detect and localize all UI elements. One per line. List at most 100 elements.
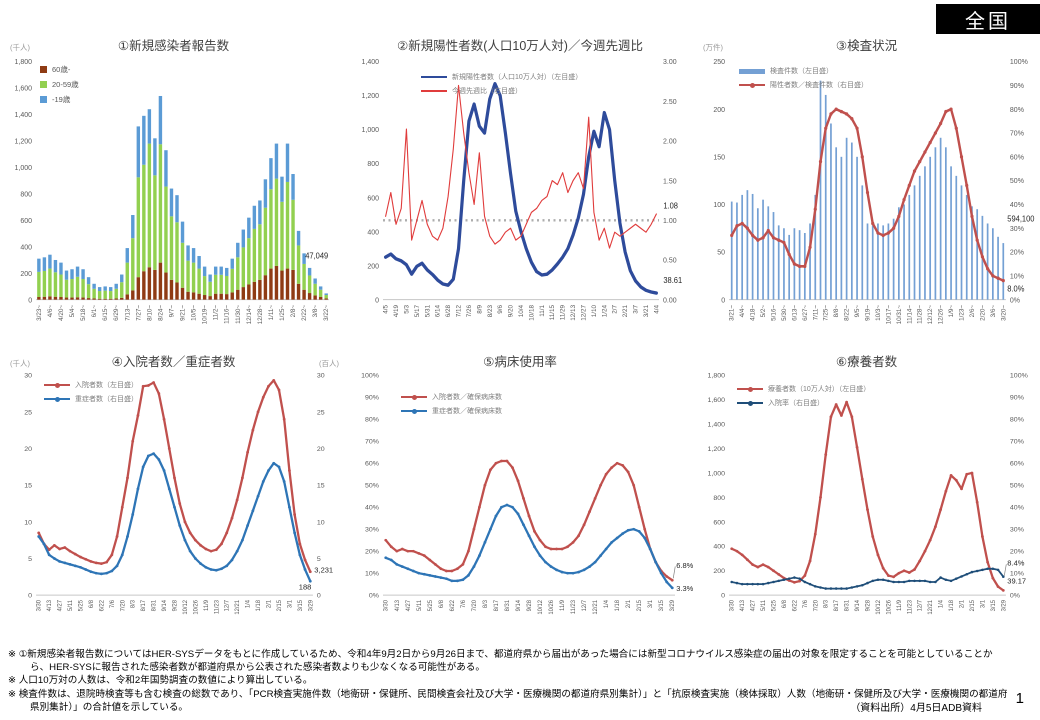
svg-text:7/12: 7/12	[456, 304, 463, 317]
svg-text:5/25: 5/25	[78, 599, 84, 611]
source-note: （資料出所）4月5日ADB資料	[850, 703, 982, 714]
chart-patients-under-care: ⑥療養者数 療養者数（10万人対）（左目盛） 入院率（右目盛） 0 200 400 60…	[693, 346, 1040, 638]
svg-text:60%: 60%	[365, 461, 379, 468]
svg-text:90%: 90%	[1010, 81, 1025, 90]
legend-swatch	[421, 76, 447, 78]
svg-text:10/12: 10/12	[183, 600, 189, 615]
svg-text:7/6: 7/6	[110, 599, 116, 608]
svg-text:594,100: 594,100	[1007, 214, 1034, 223]
axis-unit-right: (百人)	[319, 359, 339, 368]
legend-swatch	[44, 382, 70, 388]
legend-swatch	[401, 408, 427, 414]
svg-text:1,800: 1,800	[708, 373, 726, 380]
legend-item: 検査件数（左目盛）	[739, 66, 868, 76]
svg-text:15: 15	[317, 483, 325, 490]
svg-text:8/17: 8/17	[834, 600, 840, 611]
svg-text:1,000: 1,000	[362, 126, 379, 134]
chart-hospitalized-severe: ④入院者数／重症者数 (千人) (百人) 入院者数（左目盛） 重症者数（右目盛） …	[0, 346, 347, 638]
svg-text:12/7: 12/7	[225, 600, 231, 611]
svg-text:1/4: 1/4	[604, 599, 610, 608]
svg-text:7/20: 7/20	[120, 599, 126, 611]
svg-text:80%: 80%	[365, 417, 379, 424]
svg-text:6/22: 6/22	[99, 600, 105, 611]
chart-title: ④入院者数／重症者数	[111, 355, 236, 369]
svg-text:8/10~: 8/10~	[147, 305, 154, 321]
svg-text:8/31: 8/31	[505, 600, 511, 611]
svg-text:600: 600	[713, 519, 725, 526]
svg-text:12/21: 12/21	[593, 600, 599, 615]
svg-text:20%: 20%	[365, 549, 379, 556]
svg-text:0: 0	[28, 593, 32, 600]
svg-text:12/7: 12/7	[918, 600, 924, 611]
svg-text:3/6~: 3/6~	[990, 305, 997, 318]
svg-text:1.08: 1.08	[663, 201, 678, 210]
svg-text:1/10: 1/10	[591, 304, 598, 317]
svg-text:5/4~: 5/4~	[69, 305, 76, 318]
svg-text:20%: 20%	[1010, 248, 1025, 257]
svg-text:30: 30	[24, 373, 32, 380]
footnote-3: ※ 検査件数は、退院時検査等も含む検査の総数であり、「PCR検査実施件数（地衛研…	[8, 688, 1008, 713]
svg-text:90%: 90%	[1010, 395, 1024, 402]
svg-text:1/4: 1/4	[939, 599, 945, 608]
legend-item: 20-59歳	[40, 79, 79, 90]
legend-item: 入院者数／確保病床数	[401, 392, 502, 402]
chart-canvas: 0 5 10 15 20 25 30 0 5 10 15 20 25 30 3/30 4/13 4/27 5/11…	[24, 373, 333, 615]
legend-label: -19歳	[52, 95, 71, 104]
svg-text:2/6~: 2/6~	[969, 305, 976, 318]
legend-swatch	[737, 400, 763, 406]
svg-text:3/7: 3/7	[633, 304, 640, 313]
svg-text:4/13: 4/13	[395, 599, 401, 611]
svg-text:2/22~: 2/22~	[301, 305, 308, 321]
legend-item: -19歳	[40, 94, 79, 105]
svg-text:3/1: 3/1	[980, 600, 986, 608]
svg-text:5: 5	[317, 556, 321, 563]
svg-text:20%: 20%	[1010, 549, 1024, 556]
svg-text:8/3: 8/3	[483, 599, 489, 608]
svg-text:5/2~: 5/2~	[760, 305, 767, 318]
svg-text:40%: 40%	[1010, 200, 1025, 209]
svg-text:25: 25	[24, 409, 32, 416]
svg-text:8/9: 8/9	[476, 304, 483, 313]
svg-text:1/24: 1/24	[601, 304, 608, 317]
svg-text:1,400: 1,400	[362, 58, 379, 66]
svg-text:10: 10	[24, 519, 32, 526]
svg-text:11/30~: 11/30~	[235, 305, 242, 324]
svg-text:8/23: 8/23	[487, 304, 494, 317]
legend-item: 今週先週比（右目盛）	[421, 86, 582, 96]
svg-text:3/20~: 3/20~	[1000, 305, 1007, 321]
svg-text:5/30~: 5/30~	[781, 305, 788, 321]
svg-text:1,200: 1,200	[362, 92, 379, 100]
svg-text:3/15: 3/15	[659, 599, 665, 611]
svg-text:8/22~: 8/22~	[844, 305, 851, 321]
svg-text:4/4: 4/4	[654, 304, 661, 313]
svg-text:800: 800	[713, 495, 725, 502]
svg-text:9/21~: 9/21~	[180, 305, 187, 321]
footnotes: ※ ①新規感染者報告数についてはHER-SYSデータをもとに作成しているため、令…	[8, 649, 1008, 715]
page-number: 1	[1015, 690, 1024, 707]
chart-new-positives-per-100k: ②新規陽性者数(人口10万人対)／今週先週比 新規陽性者数（人口10万人対）（左…	[347, 30, 693, 346]
svg-text:0: 0	[721, 593, 725, 600]
svg-text:5/25: 5/25	[771, 599, 777, 611]
svg-text:6/8: 6/8	[782, 599, 788, 608]
svg-text:6/27~: 6/27~	[802, 305, 809, 321]
chart-title: ②新規陽性者数(人口10万人対)／今週先週比	[397, 39, 643, 53]
svg-text:12/28~: 12/28~	[257, 305, 264, 325]
svg-text:600: 600	[367, 194, 379, 202]
svg-text:11/29: 11/29	[560, 304, 567, 320]
svg-text:3/15: 3/15	[991, 599, 997, 611]
legend-label: 入院者数（左目盛）	[75, 382, 138, 389]
svg-text:80%: 80%	[1010, 105, 1025, 114]
svg-text:4/18~: 4/18~	[750, 305, 757, 321]
legend-swatch	[739, 82, 765, 88]
svg-text:6/13~: 6/13~	[792, 305, 799, 321]
svg-text:7/11~: 7/11~	[812, 305, 819, 321]
svg-text:5/25: 5/25	[428, 599, 434, 611]
svg-text:4/13: 4/13	[47, 599, 53, 611]
svg-text:3/30: 3/30	[37, 599, 43, 611]
svg-text:5/3: 5/3	[404, 304, 411, 313]
chart-canvas: 0 200 400 600 800 1,000 1,200 1,400 1,600 1,800 3/…	[15, 57, 331, 325]
chart-legend: 療養者数（10万人対）（左目盛） 入院率（右目盛）	[737, 384, 870, 408]
legend-item: 60歳-	[40, 64, 79, 75]
legend-item: 陽性者数／検査件数（右目盛）	[739, 80, 868, 90]
svg-text:11/14~: 11/14~	[906, 305, 913, 324]
